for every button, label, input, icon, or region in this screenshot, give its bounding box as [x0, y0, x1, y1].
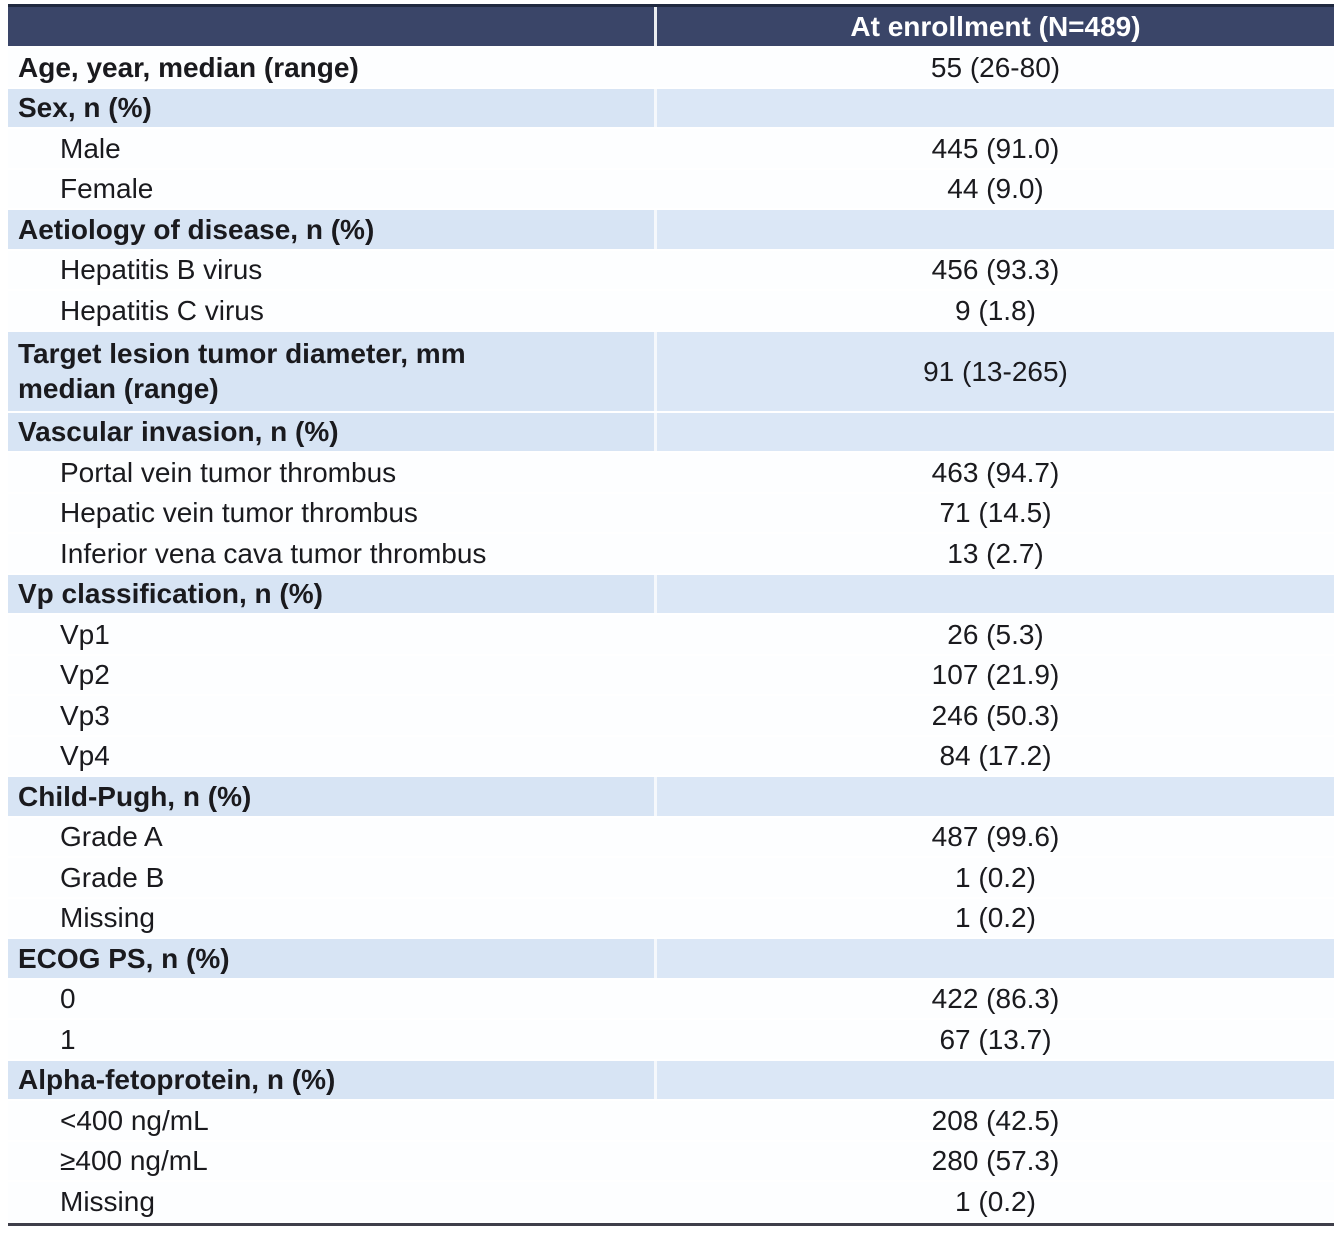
- table-row: Age, year, median (range) 55 (26-80): [8, 48, 1334, 89]
- row-label: Grade A: [60, 821, 163, 853]
- table-row: Missing 1 (0.2): [8, 1182, 1334, 1223]
- section-row: Vp classification, n (%): [8, 574, 1334, 615]
- row-value: 456 (93.3): [931, 254, 1060, 286]
- row-value: 9 (1.8): [955, 294, 1036, 326]
- row-value: 71 (14.5): [939, 497, 1052, 529]
- table-row: Hepatitis C virus 9 (1.8): [8, 291, 1334, 332]
- row-value: 463 (94.7): [931, 456, 1060, 488]
- row-label: ECOG PS, n (%): [8, 939, 657, 978]
- row-value: 26 (5.3): [947, 618, 1044, 650]
- row-value: 422 (86.3): [931, 983, 1060, 1015]
- row-value: 208 (42.5): [931, 1104, 1060, 1136]
- table-header-row: At enrollment (N=489): [8, 7, 1334, 48]
- row-value: 91 (13-265): [657, 331, 1334, 411]
- table-row: 0 422 (86.3): [8, 979, 1334, 1020]
- table-row: Vp2 107 (21.9): [8, 655, 1334, 696]
- row-value: [657, 574, 1334, 613]
- row-value: 487 (99.6): [931, 821, 1060, 853]
- row-label: Female: [60, 173, 154, 205]
- section-row: ECOG PS, n (%): [8, 939, 1334, 980]
- row-label: Hepatitis C virus: [60, 294, 264, 326]
- row-label: Hepatitis B virus: [60, 254, 263, 286]
- row-label: Aetiology of disease, n (%): [8, 210, 657, 249]
- row-label: ≥400 ng/mL: [60, 1145, 208, 1177]
- table-row: Inferior vena cava tumor thrombus 13 (2.7…: [8, 534, 1334, 575]
- row-value: 67 (13.7): [939, 1023, 1052, 1055]
- row-label: Male: [60, 132, 121, 164]
- row-label: Alpha-fetoprotein, n (%): [8, 1060, 657, 1099]
- row-value: [657, 88, 1334, 127]
- row-label: 1: [60, 1023, 76, 1055]
- row-value: 44 (9.0): [947, 173, 1044, 205]
- row-value: 84 (17.2): [939, 740, 1052, 772]
- row-label: Vp classification, n (%): [8, 574, 657, 613]
- table-row: Target lesion tumor diameter, mm median …: [8, 331, 1334, 413]
- table-row: Hepatitis B virus 456 (93.3): [8, 250, 1334, 291]
- table-row: Female 44 (9.0): [8, 169, 1334, 210]
- row-value: [657, 1060, 1334, 1099]
- row-label: Vascular invasion, n (%): [8, 412, 657, 451]
- row-label: Inferior vena cava tumor thrombus: [60, 537, 487, 569]
- baseline-characteristics-table: At enrollment (N=489) Age, year, median …: [8, 4, 1334, 1226]
- row-label: <400 ng/mL: [60, 1104, 209, 1136]
- row-label: Grade B: [60, 861, 165, 893]
- row-value: 55 (26-80): [930, 51, 1061, 83]
- row-value: 13 (2.7): [947, 537, 1044, 569]
- row-label: Missing: [60, 902, 155, 934]
- table-row: ≥400 ng/mL 280 (57.3): [8, 1141, 1334, 1182]
- row-label: Missing: [60, 1185, 155, 1217]
- table-row: Hepatic vein tumor thrombus 71 (14.5): [8, 493, 1334, 534]
- header-empty-cell: [8, 7, 657, 46]
- row-value: 1 (0.2): [955, 1185, 1036, 1217]
- table-row: Vp4 84 (17.2): [8, 736, 1334, 777]
- row-label: Vp4: [60, 740, 110, 772]
- section-row: Sex, n (%): [8, 88, 1334, 129]
- row-value: [657, 412, 1334, 451]
- row-value: 246 (50.3): [931, 699, 1060, 731]
- row-label: Vp3: [60, 699, 110, 731]
- row-label: Child-Pugh, n (%): [8, 777, 657, 816]
- section-row: Child-Pugh, n (%): [8, 777, 1334, 818]
- table-row: Grade B 1 (0.2): [8, 858, 1334, 899]
- row-label: Sex, n (%): [8, 88, 657, 127]
- row-value: 1 (0.2): [955, 902, 1036, 934]
- header-enrollment-cell: At enrollment (N=489): [850, 11, 1141, 42]
- row-value: 107 (21.9): [931, 659, 1060, 691]
- row-value: [657, 939, 1334, 978]
- row-label: 0: [60, 983, 76, 1015]
- section-row: Vascular invasion, n (%): [8, 412, 1334, 453]
- row-label: Portal vein tumor thrombus: [60, 456, 397, 488]
- section-row: Alpha-fetoprotein, n (%): [8, 1060, 1334, 1101]
- table-row: Male 445 (91.0): [8, 129, 1334, 170]
- table-body: Age, year, median (range) 55 (26-80) Sex, …: [8, 48, 1334, 1223]
- row-label: Hepatic vein tumor thrombus: [60, 497, 418, 529]
- table-row: Vp1 26 (5.3): [8, 615, 1334, 656]
- row-value: 280 (57.3): [931, 1145, 1060, 1177]
- row-value: 1 (0.2): [955, 861, 1036, 893]
- row-value: [657, 777, 1334, 816]
- row-label: Vp1: [60, 618, 110, 650]
- table-row: Vp3 246 (50.3): [8, 696, 1334, 737]
- row-value: [657, 210, 1334, 249]
- table-row: Portal vein tumor thrombus 463 (94.7): [8, 453, 1334, 494]
- row-label: Target lesion tumor diameter, mm median …: [8, 331, 657, 411]
- row-value: 445 (91.0): [931, 132, 1060, 164]
- table-row: 1 67 (13.7): [8, 1020, 1334, 1061]
- row-label: Age, year, median (range): [18, 51, 359, 83]
- table-row: <400 ng/mL 208 (42.5): [8, 1101, 1334, 1142]
- table-row: Grade A 487 (99.6): [8, 817, 1334, 858]
- table-row: Missing 1 (0.2): [8, 898, 1334, 939]
- row-label: Vp2: [60, 659, 110, 691]
- section-row: Aetiology of disease, n (%): [8, 210, 1334, 251]
